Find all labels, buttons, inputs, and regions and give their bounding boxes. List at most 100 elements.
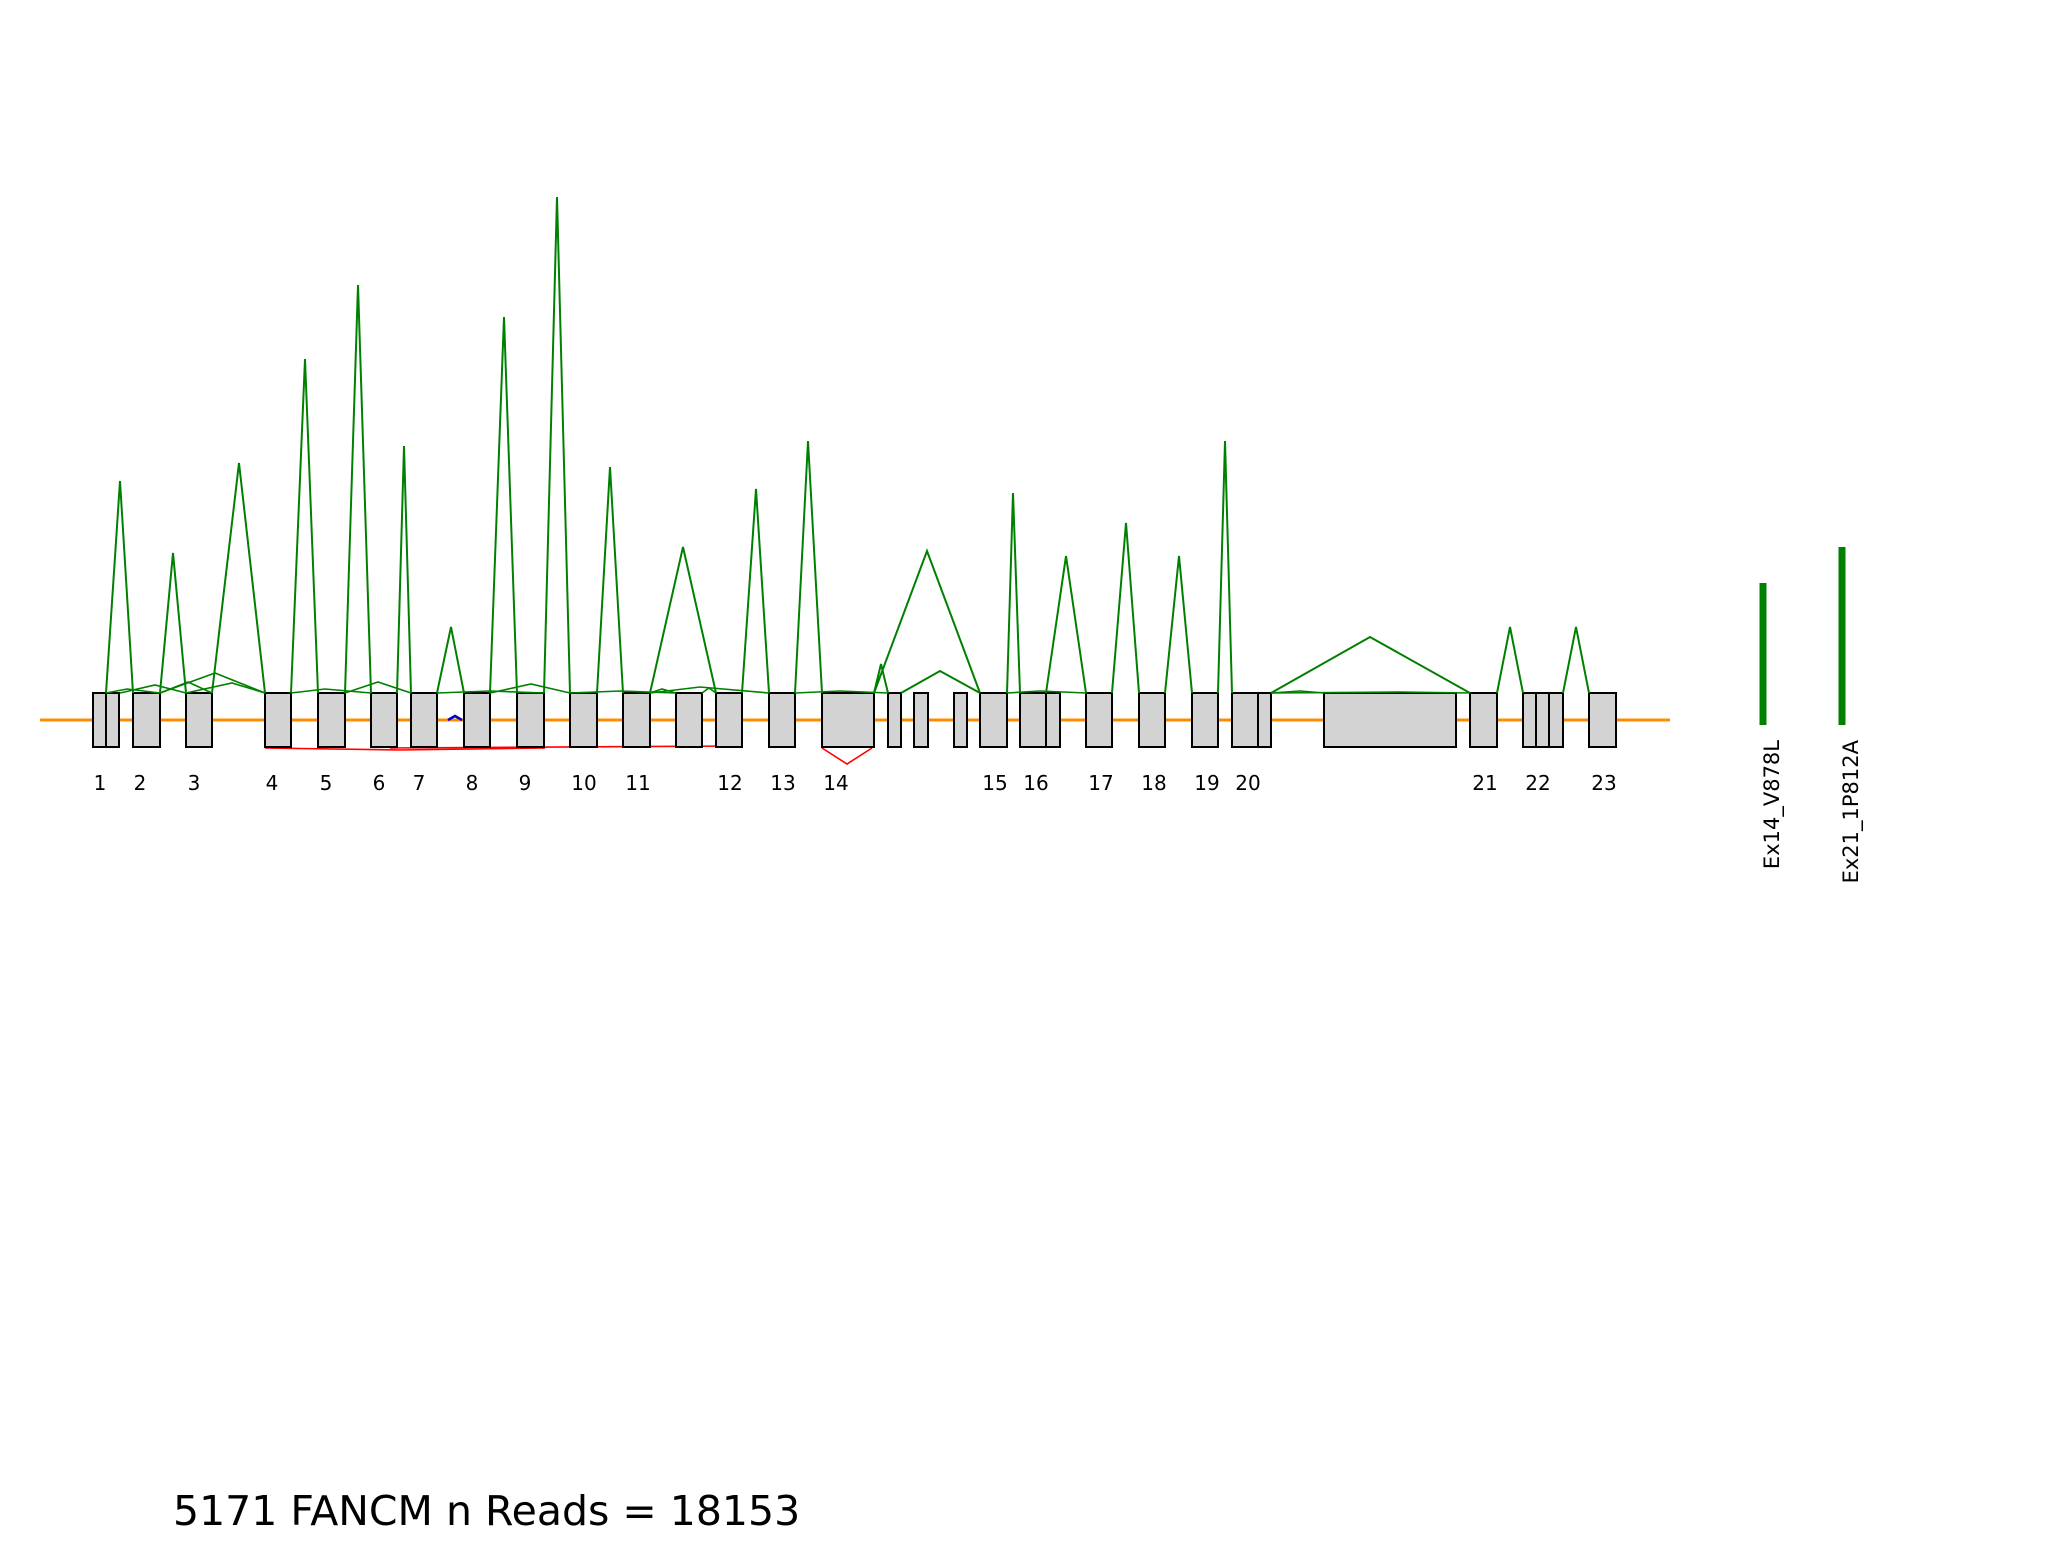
- junction-arc: [900, 669, 981, 694]
- junction-arc: [1562, 626, 1590, 694]
- exon-label: 22: [1525, 771, 1550, 795]
- exon-box: [675, 692, 703, 748]
- variant-label: Ex21_1P812A: [1839, 739, 1864, 883]
- exon-label: 2: [134, 771, 147, 795]
- variant-marker-2: Ex21_1P812A: [1838, 547, 1864, 883]
- exon-box: [264, 692, 292, 748]
- exon-box: [622, 692, 651, 748]
- exon-box: [370, 692, 398, 748]
- exon-label: 23: [1591, 771, 1616, 795]
- junction-arc: [436, 626, 465, 694]
- junction-arc-minor: [649, 686, 770, 694]
- junction-arc: [543, 196, 571, 694]
- exon-box: [1085, 692, 1113, 748]
- junction-arc: [211, 462, 266, 694]
- exon-box: [516, 692, 545, 748]
- exon-label: 5: [320, 771, 333, 795]
- junction-arc: [159, 552, 187, 694]
- exon-label: 17: [1088, 771, 1113, 795]
- exon-box: [185, 692, 213, 748]
- exon-label: 1: [94, 771, 107, 795]
- exon-box: [1588, 692, 1617, 748]
- junctions-minor: [105, 672, 1471, 694]
- junction-arc-below: [821, 747, 873, 765]
- junction-arc: [290, 358, 319, 694]
- junction-arc-minor: [649, 688, 677, 694]
- junction-arc: [1045, 555, 1087, 694]
- junction-arc: [344, 284, 372, 694]
- exon-label: 3: [188, 771, 201, 795]
- junction-arc-minor: [701, 687, 717, 694]
- junctions-above: [105, 196, 1590, 694]
- exon-box: [132, 692, 161, 748]
- exon-box: [463, 692, 491, 748]
- junction-arc: [873, 548, 981, 694]
- exons: [92, 692, 1617, 748]
- exon-label: 19: [1194, 771, 1219, 795]
- junction-arc-minor: [290, 688, 372, 694]
- exon-box: [1019, 692, 1061, 748]
- junction-arc: [1217, 440, 1233, 694]
- plot-title: 5171 FANCM n Reads = 18153: [173, 1487, 800, 1535]
- exon-box: [979, 692, 1008, 748]
- junction-arc: [794, 440, 823, 694]
- exon-label: 9: [519, 771, 532, 795]
- junction-arc-minor: [159, 672, 266, 694]
- junction-arc-minor: [105, 688, 161, 694]
- junction-arc-minor: [436, 690, 545, 694]
- exon-box: [887, 692, 902, 748]
- exon-box: [410, 692, 438, 748]
- exon-label: 16: [1023, 771, 1048, 795]
- exon-label: 6: [373, 771, 386, 795]
- exon-label: 21: [1472, 771, 1497, 795]
- junction-arc-minor: [1270, 691, 1471, 694]
- exon-box: [913, 692, 929, 748]
- exon-label: 10: [571, 771, 596, 795]
- junction-arc: [649, 546, 717, 694]
- junction-arc-minor: [1006, 690, 1087, 694]
- exon-label: 20: [1235, 771, 1260, 795]
- junction-arc-minor: [119, 684, 187, 694]
- exon-box: [821, 692, 875, 748]
- exon-label: 11: [625, 771, 650, 795]
- exon-box: [715, 692, 743, 748]
- junction-arc: [489, 316, 518, 694]
- junction-arc-minor: [794, 690, 889, 694]
- exon-box: [1469, 692, 1498, 748]
- junction-arc-below: [264, 747, 546, 751]
- exon-box: [569, 692, 598, 748]
- junction-arc-minor: [489, 683, 571, 694]
- junction-arc: [1111, 522, 1140, 694]
- exon-labels: 1 2 3 4 5 6 7 8 9 10 11 12 13 14 15 16 1…: [94, 771, 1617, 795]
- junction-arc: [1270, 635, 1471, 694]
- variant-marker-1: Ex14_V878L: [1759, 583, 1785, 869]
- junction-arc: [1496, 626, 1524, 694]
- exon-label: 18: [1141, 771, 1166, 795]
- exon-label: 15: [982, 771, 1007, 795]
- junction-arc-minor: [344, 681, 412, 694]
- exon-label: 12: [717, 771, 742, 795]
- exon-label: 13: [770, 771, 795, 795]
- junction-arc: [1006, 492, 1021, 694]
- exon-label: 8: [466, 771, 479, 795]
- exon-box: [768, 692, 796, 748]
- exon-box: [1522, 692, 1564, 748]
- junction-arc: [1164, 555, 1193, 694]
- junction-arc: [741, 488, 770, 694]
- exon-label: 14: [823, 771, 848, 795]
- junction-arc: [396, 445, 412, 694]
- variant-label: Ex14_V878L: [1760, 740, 1785, 869]
- exon-box: [1138, 692, 1166, 748]
- exon-box: [953, 692, 968, 748]
- exon-box: [1231, 692, 1272, 748]
- exon-label: 7: [413, 771, 426, 795]
- exon-box: [1191, 692, 1219, 748]
- junction-arc: [873, 663, 889, 694]
- exon-label: 4: [266, 771, 279, 795]
- exon-box: [317, 692, 346, 748]
- exon-box: [1323, 692, 1457, 748]
- junction-arc-minor: [185, 682, 266, 694]
- junction-arc-negative-minor: [447, 714, 463, 722]
